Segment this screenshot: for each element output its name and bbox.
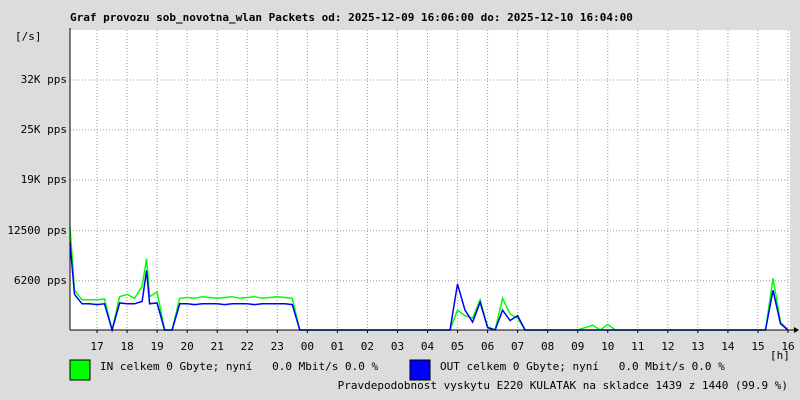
x-tick-label: 09: [571, 340, 584, 353]
x-tick-label: 01: [331, 340, 344, 353]
x-tick-label: 05: [451, 340, 464, 353]
x-tick-label: 06: [481, 340, 494, 353]
x-tick-label: 19: [150, 340, 163, 353]
x-tick-label: 08: [541, 340, 554, 353]
x-tick-label: 02: [361, 340, 374, 353]
x-axis-label: [h]: [770, 349, 790, 362]
legend-swatch: [69, 359, 91, 381]
x-tick-label: 11: [631, 340, 644, 353]
x-tick-label: 13: [691, 340, 704, 353]
x-tick-label: 23: [271, 340, 284, 353]
y-tick-label: 19K pps: [21, 173, 67, 186]
x-tick-label: 04: [421, 340, 435, 353]
x-tick-label: 03: [391, 340, 404, 353]
x-tick-label: 15: [751, 340, 764, 353]
y-tick-label: 25K pps: [21, 123, 67, 136]
x-tick-label: 00: [301, 340, 314, 353]
x-tick-label: 07: [511, 340, 524, 353]
y-tick-label: 32K pps: [21, 73, 67, 86]
x-tick-label: 18: [120, 340, 133, 353]
footnote: Pravdepodobnost vyskytu E220 KULATAK na …: [338, 379, 788, 392]
y-tick-label: 6200 pps: [14, 274, 67, 287]
x-axis-arrow: [794, 327, 799, 333]
y-tick-label: 12500 pps: [7, 224, 67, 237]
x-tick-label: 12: [661, 340, 674, 353]
legend-label: OUT celkem 0 Gbyte; nyní 0.0 Mbit/s 0.0 …: [440, 360, 725, 373]
y-axis-label: [/s]: [15, 30, 42, 43]
x-tick-label: 17: [90, 340, 103, 353]
chart-title: Graf provozu sob_novotna_wlan Packets od…: [70, 11, 633, 24]
x-tick-label: 16: [781, 340, 794, 353]
legend-swatch: [409, 359, 431, 381]
series-line: [69, 226, 789, 332]
x-tick-label: 20: [181, 340, 194, 353]
x-tick-label: 10: [601, 340, 614, 353]
x-tick-label: 22: [241, 340, 254, 353]
legend-label: IN celkem 0 Gbyte; nyní 0.0 Mbit/s 0.0 %: [100, 360, 379, 373]
x-tick-label: 14: [721, 340, 735, 353]
x-tick-label: 21: [211, 340, 224, 353]
